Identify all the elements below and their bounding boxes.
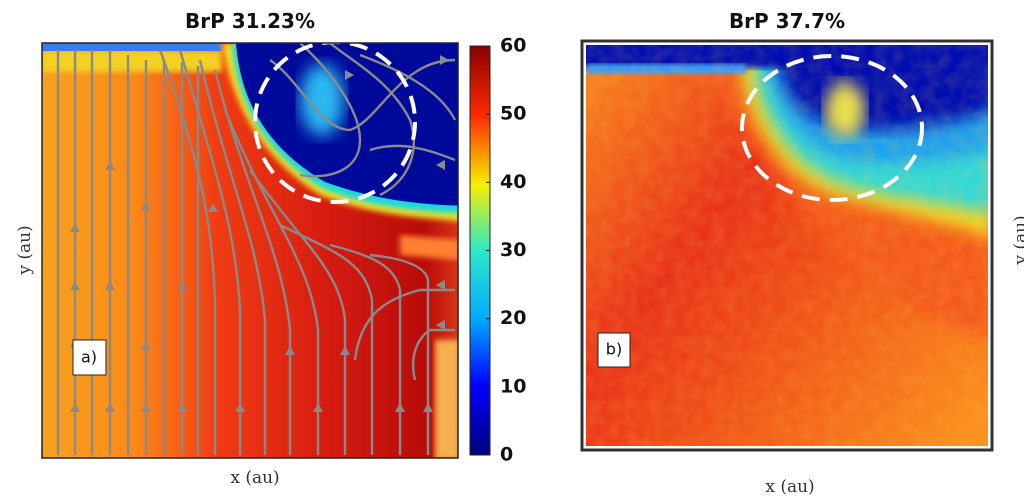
chart-title: BrP 31.23% [185, 9, 315, 33]
x-axis-label: x (au) [765, 477, 814, 497]
y-axis-label: y (au) [1011, 215, 1024, 265]
field-b [586, 45, 988, 446]
label-box-b [597, 332, 631, 368]
colorbar-tick-label: 40 [500, 171, 526, 193]
field-a [42, 43, 458, 458]
x-axis-label: x (au) [230, 468, 279, 488]
colorbar-tick-label: 0 [500, 444, 513, 466]
frame-b [580, 39, 994, 452]
colorbar-tick-label: 20 [500, 307, 526, 329]
colorbar-tick-label: 10 [500, 375, 526, 397]
panel-label: a) [81, 348, 97, 367]
colorbar-tick-label: 50 [500, 103, 526, 125]
chart-title: BrP 37.7% [729, 9, 845, 33]
y-axis-label: y (au) [15, 225, 35, 275]
frame-a [41, 42, 459, 459]
label-box-a [72, 339, 107, 376]
panel-label: b) [606, 340, 622, 359]
colorbar-tick-label: 60 [500, 35, 526, 57]
colorbar-tick-label: 30 [500, 239, 526, 261]
